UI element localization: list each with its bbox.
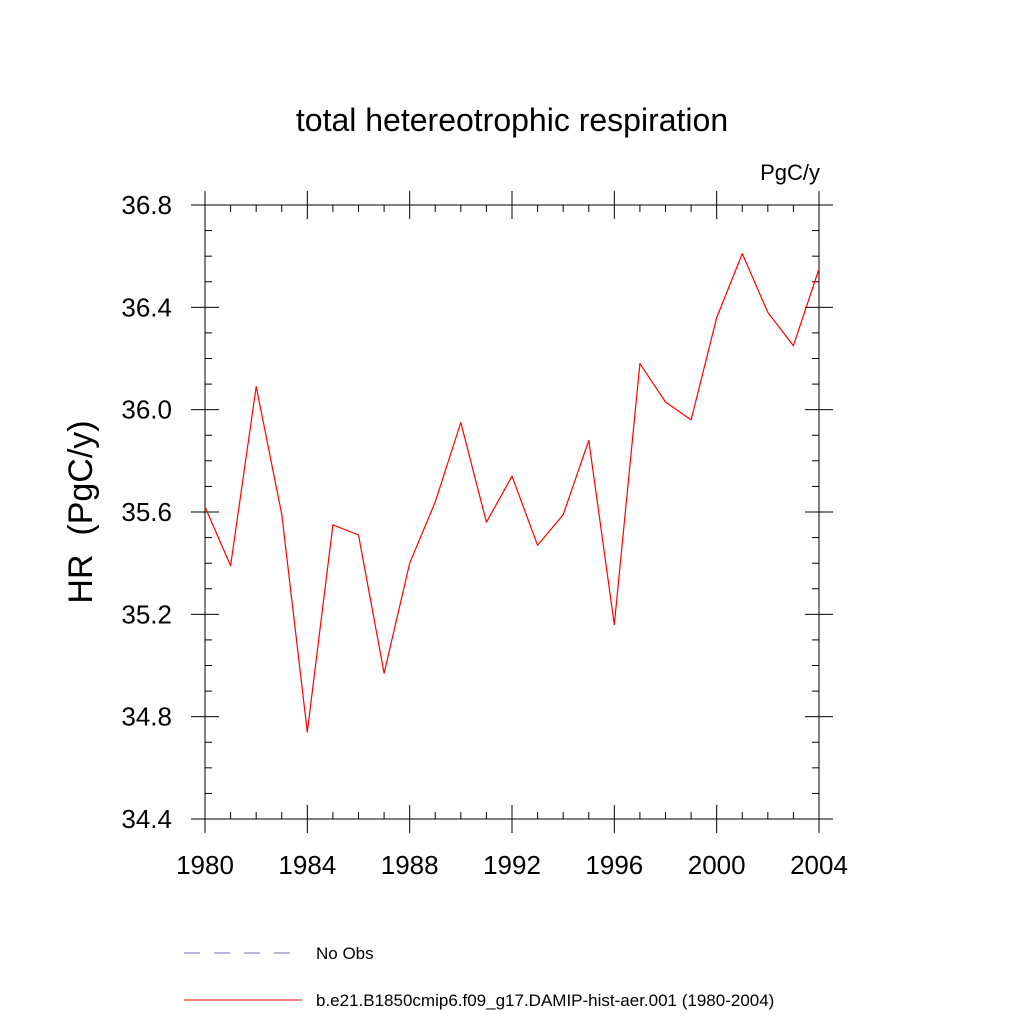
y-tick-label: 35.6 (121, 497, 172, 527)
x-tick-label: 1992 (483, 850, 541, 880)
x-tick-label: 1984 (278, 850, 336, 880)
x-tick-label: 1996 (585, 850, 643, 880)
y-tick-label: 36.4 (121, 292, 172, 322)
x-tick-label: 2004 (790, 850, 848, 880)
plot-frame (204, 204, 820, 820)
legend: No Obs b.e21.B1850cmip6.f09_g17.DAMIP-his… (184, 944, 774, 1010)
x-tick-label: 2000 (688, 850, 746, 880)
legend-label: No Obs (316, 944, 374, 963)
legend-label: b.e21.B1850cmip6.f09_g17.DAMIP-hist-aer.… (316, 991, 774, 1010)
chart-title: total hetereotrophic respiration (296, 102, 728, 138)
x-tick-label: 1980 (176, 850, 234, 880)
y-tick-labels: 34.4 34.8 35.2 35.6 36.0 36.4 36.8 (121, 190, 172, 834)
major-ticks (191, 191, 833, 833)
y-tick-label: 35.2 (121, 599, 172, 629)
y-tick-label: 34.8 (121, 702, 172, 732)
units-label: PgC/y (760, 160, 820, 185)
y-axis-label: HR (PgC/y) (62, 420, 100, 603)
x-tick-label: 1988 (381, 850, 439, 880)
y-tick-label: 36.8 (121, 190, 172, 220)
y-tick-label: 34.4 (121, 804, 172, 834)
series-layer (204, 253, 820, 733)
x-tick-labels: 1980 1984 1988 1992 1996 2000 2004 (176, 850, 848, 880)
y-tick-label: 36.0 (121, 395, 172, 425)
minor-ticks (205, 205, 819, 819)
series-line (204, 253, 820, 733)
